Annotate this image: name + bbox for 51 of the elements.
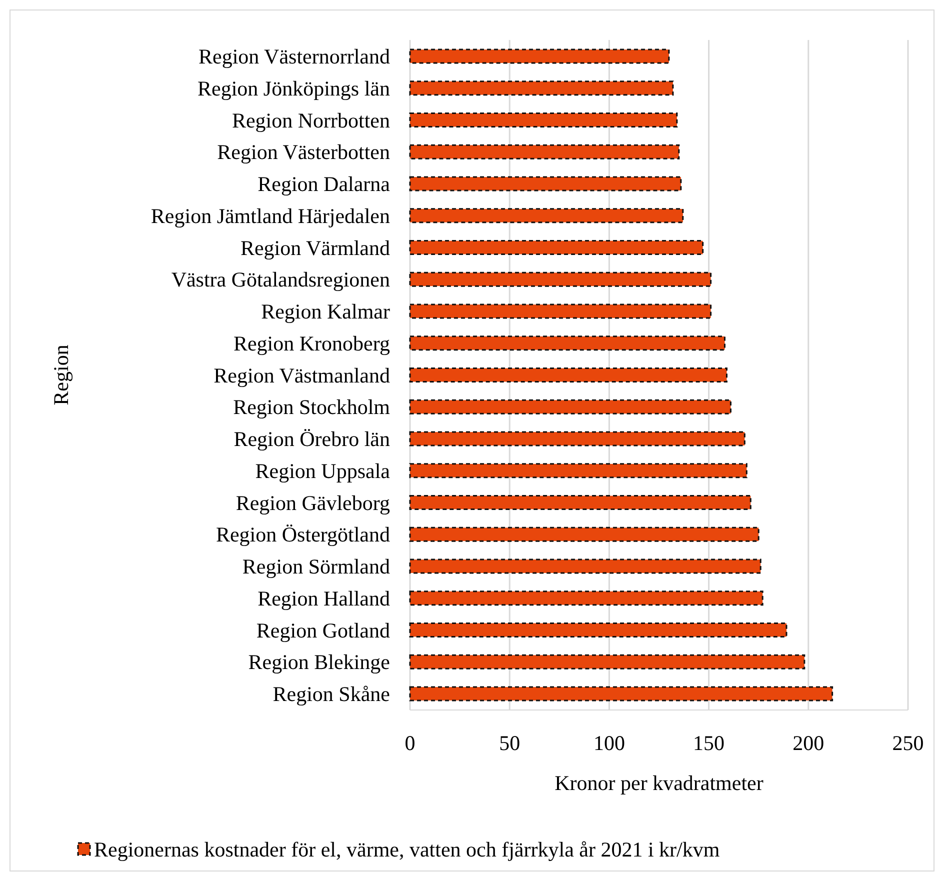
bar xyxy=(409,304,712,319)
y-tick-label: Region Dalarna xyxy=(258,172,391,196)
y-tick-label: Region Jönköpings län xyxy=(198,76,390,100)
bar xyxy=(409,176,682,192)
y-tick-label: Region Norrbotten xyxy=(232,108,390,132)
bar xyxy=(409,431,746,446)
bar xyxy=(409,48,670,64)
bar xyxy=(409,80,674,96)
bar xyxy=(409,526,760,542)
bar xyxy=(409,622,788,638)
y-tick-label: Region Östergötland xyxy=(216,522,390,547)
bar xyxy=(409,590,764,606)
y-tick-label: Region Blekinge xyxy=(248,650,390,674)
y-tick-label: Region Kronoberg xyxy=(233,331,390,356)
y-tick-label: Region Skåne xyxy=(272,682,390,706)
y-tick-label: Region Kalmar xyxy=(261,300,390,324)
legend-label: Regionernas kostnader för el, värme, vatten och fjärrkyla år 2021 i kr/kvm xyxy=(94,837,720,862)
x-tick-label: 0 xyxy=(404,731,416,755)
x-tick-label: 50 xyxy=(499,731,520,755)
bar xyxy=(409,558,762,574)
y-tick-label: Region Örebro län xyxy=(234,427,390,452)
bar xyxy=(409,112,678,128)
bar xyxy=(409,686,834,702)
y-tick-label: Region Gävleborg xyxy=(236,490,390,515)
bar xyxy=(409,495,752,510)
bar xyxy=(409,336,726,351)
bar xyxy=(409,144,680,160)
x-tick-label: 150 xyxy=(693,731,725,755)
bar xyxy=(409,208,684,224)
y-tick-label: Region Västernorrland xyxy=(198,44,390,69)
y-tick-label: Region Värmland xyxy=(240,236,390,260)
x-tick-label: 100 xyxy=(593,731,625,755)
x-tick-label: 250 xyxy=(892,731,924,755)
y-tick-label: Region Västmanland xyxy=(214,363,390,388)
y-tick-label: Region Uppsala xyxy=(255,458,391,483)
bar xyxy=(409,240,704,255)
y-tick-label: Region Västerbotten xyxy=(217,140,390,164)
y-tick-label: Region Stockholm xyxy=(233,395,390,420)
bar xyxy=(409,272,712,287)
y-tick-label: Region Sörmland xyxy=(242,554,390,579)
bar xyxy=(409,463,748,478)
y-axis-title: Region xyxy=(49,344,73,406)
bar xyxy=(409,654,806,670)
x-axis-title: Kronor per kvadratmeter xyxy=(554,771,764,795)
y-tick-label: Region Gotland xyxy=(256,618,390,642)
bar xyxy=(409,399,732,414)
y-tick-label: Västra Götalandsregionen xyxy=(171,268,390,292)
y-tick-label: Region Halland xyxy=(258,586,390,610)
bar xyxy=(409,368,728,382)
x-tick-label: 200 xyxy=(792,731,824,755)
y-tick-label: Region Jämtland Härjedalen xyxy=(150,204,390,228)
